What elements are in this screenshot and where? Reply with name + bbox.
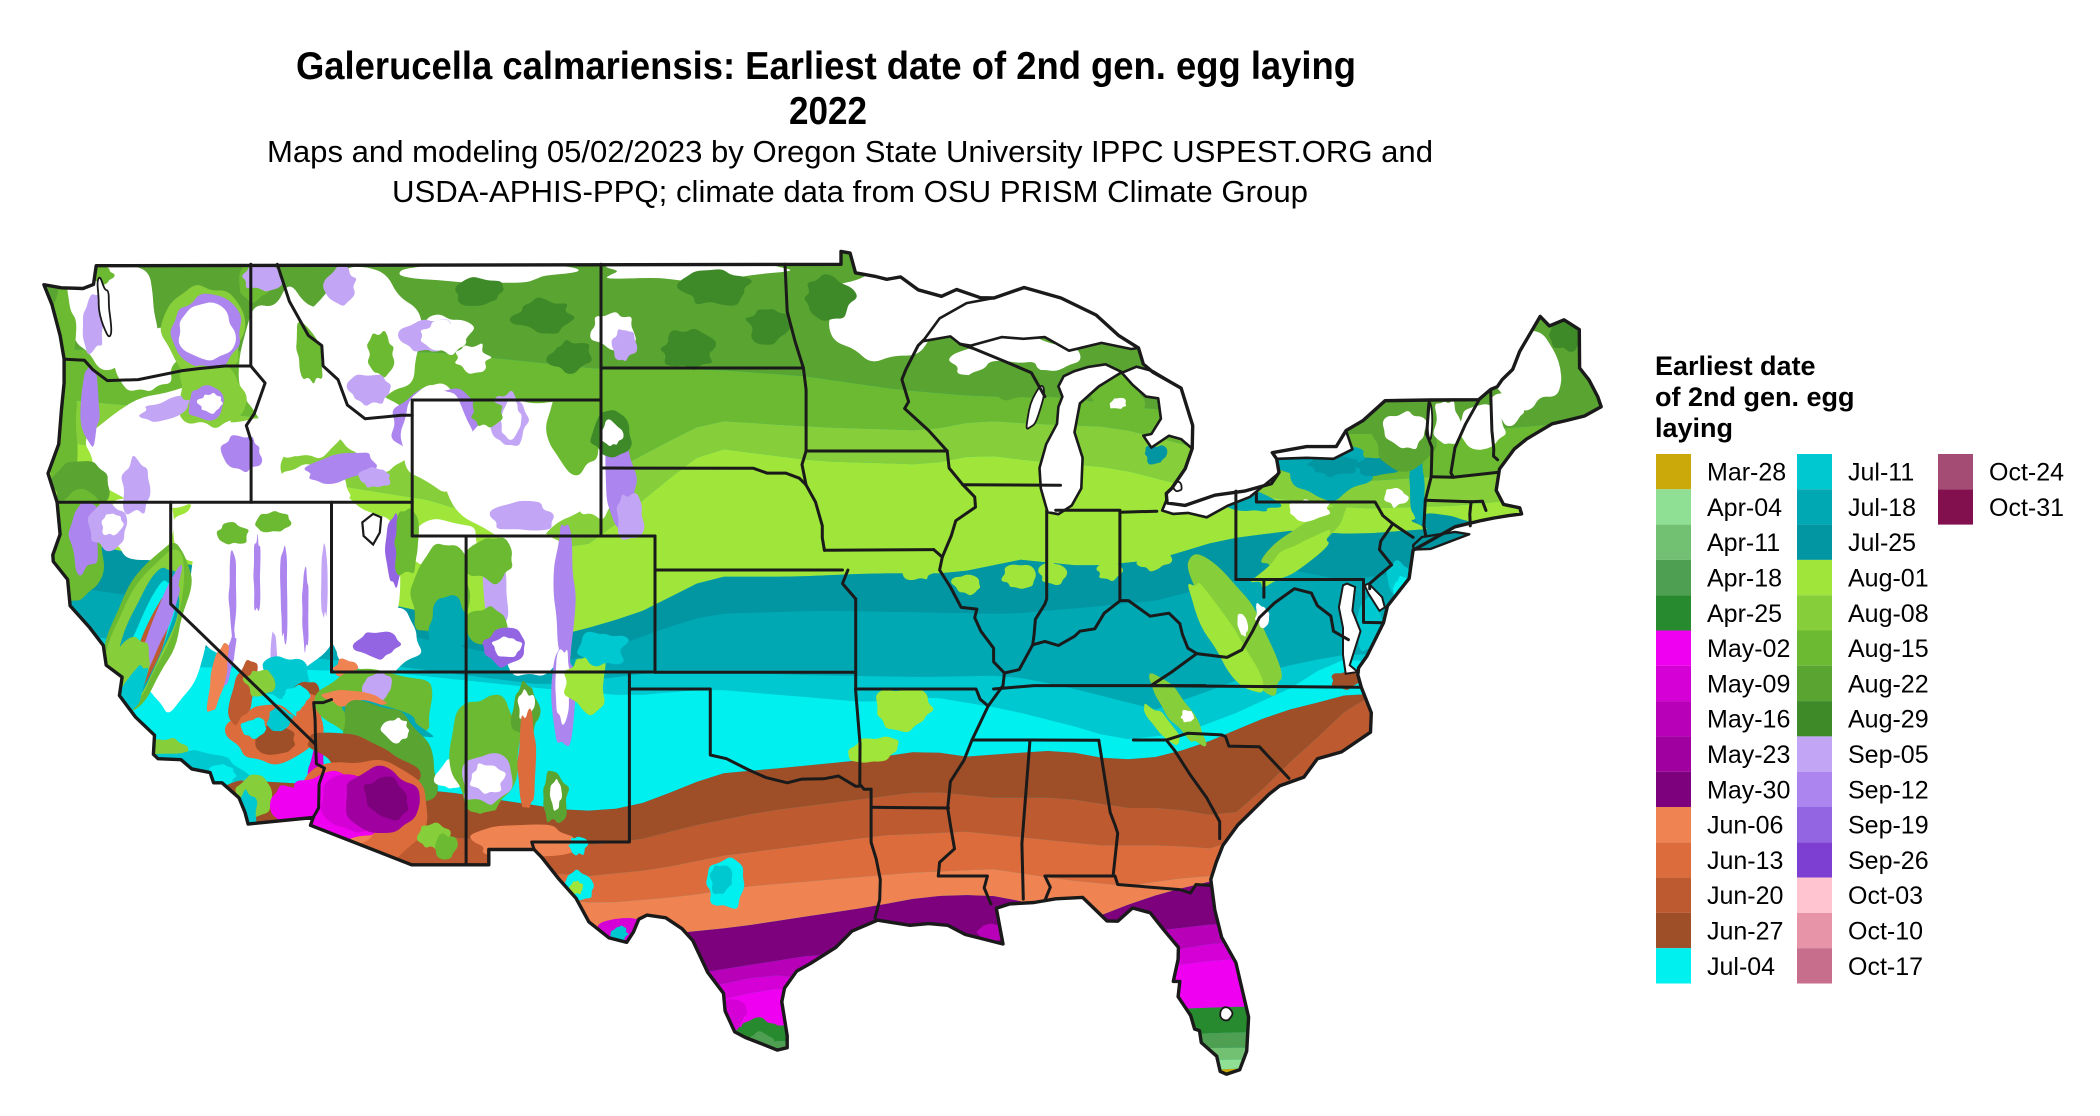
svg-text:Jul-04: Jul-04 bbox=[1707, 953, 1775, 981]
svg-text:Apr-11: Apr-11 bbox=[1707, 529, 1780, 557]
svg-text:2022: 2022 bbox=[789, 90, 867, 133]
svg-text:Jul-25: Jul-25 bbox=[1848, 529, 1916, 557]
svg-text:Sep-05: Sep-05 bbox=[1848, 741, 1929, 769]
svg-text:Apr-04: Apr-04 bbox=[1707, 494, 1782, 522]
svg-text:Jun-13: Jun-13 bbox=[1707, 847, 1783, 875]
svg-text:Sep-19: Sep-19 bbox=[1848, 812, 1929, 840]
svg-text:Apr-18: Apr-18 bbox=[1707, 565, 1782, 593]
svg-text:Earliest date: Earliest date bbox=[1655, 351, 1816, 381]
svg-text:Jul-18: Jul-18 bbox=[1848, 494, 1916, 522]
svg-text:Jul-11: Jul-11 bbox=[1848, 459, 1914, 487]
svg-text:May-16: May-16 bbox=[1707, 706, 1790, 734]
svg-text:May-30: May-30 bbox=[1707, 776, 1790, 804]
svg-text:Mar-28: Mar-28 bbox=[1707, 459, 1786, 487]
svg-text:Oct-10: Oct-10 bbox=[1848, 918, 1923, 946]
svg-text:Oct-17: Oct-17 bbox=[1848, 953, 1923, 981]
svg-text:Aug-22: Aug-22 bbox=[1848, 670, 1929, 698]
svg-text:Jun-06: Jun-06 bbox=[1707, 812, 1783, 840]
svg-text:Oct-31: Oct-31 bbox=[1989, 494, 2064, 522]
svg-text:USDA-APHIS-PPQ; climate data f: USDA-APHIS-PPQ; climate data from OSU PR… bbox=[392, 175, 1308, 209]
svg-text:Sep-26: Sep-26 bbox=[1848, 847, 1929, 875]
svg-text:May-23: May-23 bbox=[1707, 741, 1790, 769]
svg-text:Aug-29: Aug-29 bbox=[1848, 706, 1929, 734]
svg-text:Maps and modeling 05/02/2023 b: Maps and modeling 05/02/2023 by Oregon S… bbox=[267, 135, 1433, 169]
svg-text:laying: laying bbox=[1655, 413, 1733, 443]
svg-text:Galerucella calmariensis: Earl: Galerucella calmariensis: Earliest date … bbox=[296, 45, 1356, 88]
svg-text:Apr-25: Apr-25 bbox=[1707, 600, 1782, 628]
svg-text:Sep-12: Sep-12 bbox=[1848, 776, 1929, 804]
svg-text:May-09: May-09 bbox=[1707, 670, 1790, 698]
svg-text:Aug-15: Aug-15 bbox=[1848, 635, 1929, 663]
svg-text:Aug-08: Aug-08 bbox=[1848, 600, 1929, 628]
svg-text:Oct-03: Oct-03 bbox=[1848, 882, 1923, 910]
svg-text:Aug-01: Aug-01 bbox=[1848, 565, 1929, 593]
svg-text:Oct-24: Oct-24 bbox=[1989, 459, 2064, 487]
svg-text:May-02: May-02 bbox=[1707, 635, 1790, 663]
svg-text:Jun-27: Jun-27 bbox=[1707, 918, 1783, 946]
svg-text:Jun-20: Jun-20 bbox=[1707, 882, 1783, 910]
svg-text:of 2nd gen. egg: of 2nd gen. egg bbox=[1655, 382, 1855, 412]
